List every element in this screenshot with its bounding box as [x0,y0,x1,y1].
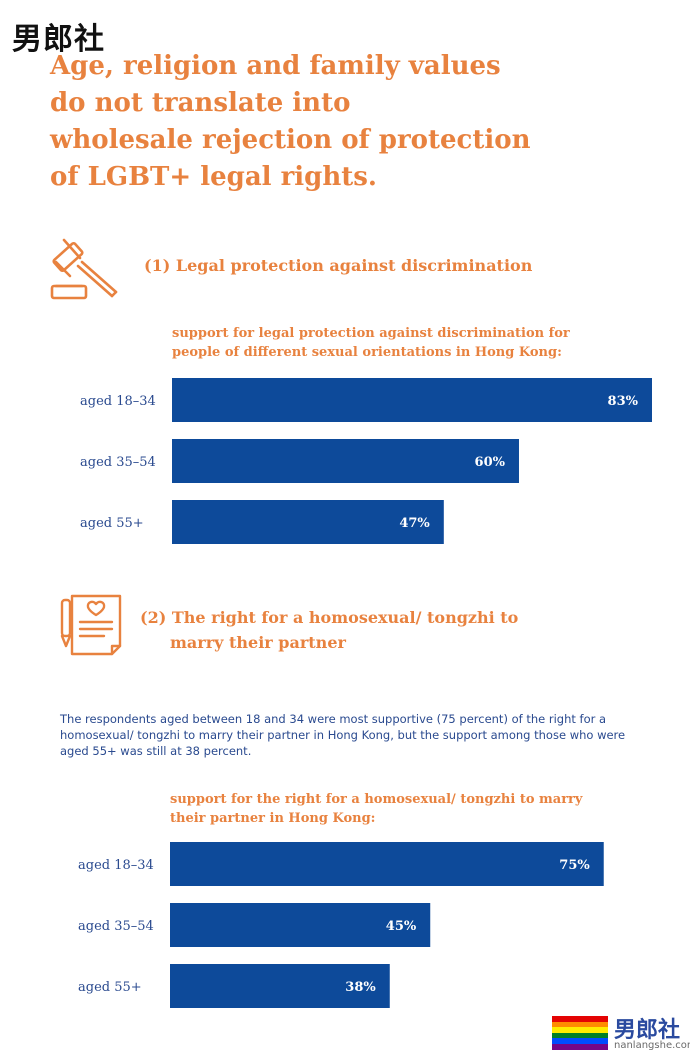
watermark-logo: 男郎社 nanlangshe.com [550,1012,690,1058]
chart-caption-line: support for legal protection against dis… [172,326,570,341]
section-title-discrimination: (1) Legal protection against discriminat… [144,256,533,275]
category-label: aged 55+ [78,980,142,995]
rainbow-flag-icon [552,1016,608,1050]
chart-caption-line: support for the right for a homosexual/ … [170,792,583,807]
bar [170,903,431,947]
chart-caption-line: people of different sexual orientations … [172,345,562,360]
chart-caption-line: their partner in Hong Kong: [170,811,376,826]
headline-line: do not translate into [50,88,351,118]
bar [172,500,444,544]
bar [170,964,390,1008]
chart-caption-2: support for the right for a homosexual/ … [170,790,582,828]
section-title-marriage: (2) The right for a homosexual/ tongzhi … [140,608,519,627]
headline-line: of LGBT+ legal rights. [50,162,377,192]
bar [172,439,519,483]
bar [170,842,604,886]
section-title-marriage-line2: marry their partner [170,633,346,652]
category-label: aged 55+ [80,516,144,531]
gavel-icon [50,238,118,300]
watermark-logo-text: 男郎社 [614,1018,681,1043]
headline-line: Age, religion and family values [50,51,501,81]
bar-chart-discrimination: aged 18–34 83% aged 35–54 60% aged 55+ 47% [80,378,652,544]
headline-line: wholesale rejection of protection [50,125,531,155]
category-label: aged 35–54 [78,919,154,934]
page-headline: Age, religion and family values do not t… [50,48,570,196]
watermark-logo-text: 男郎社 [12,22,105,57]
marriage-certificate-icon [60,594,122,656]
summary-paragraph: The respondents aged between 18 and 34 w… [60,712,626,758]
category-label: aged 18–34 [78,858,154,873]
value-label: 45% [386,919,417,934]
chart-caption-1: support for legal protection against dis… [172,324,570,362]
watermark-url: nanlangshe.com [614,1040,690,1051]
value-label: 47% [399,516,430,531]
value-label: 83% [608,394,639,409]
value-label: 38% [345,980,376,995]
category-label: aged 18–34 [80,394,156,409]
bar [172,378,652,422]
value-label: 75% [559,858,590,873]
value-label: 60% [475,455,506,470]
category-label: aged 35–54 [80,455,156,470]
bar-chart-marriage: aged 18–34 75% aged 35–54 45% aged 55+ 38% [78,842,604,1008]
